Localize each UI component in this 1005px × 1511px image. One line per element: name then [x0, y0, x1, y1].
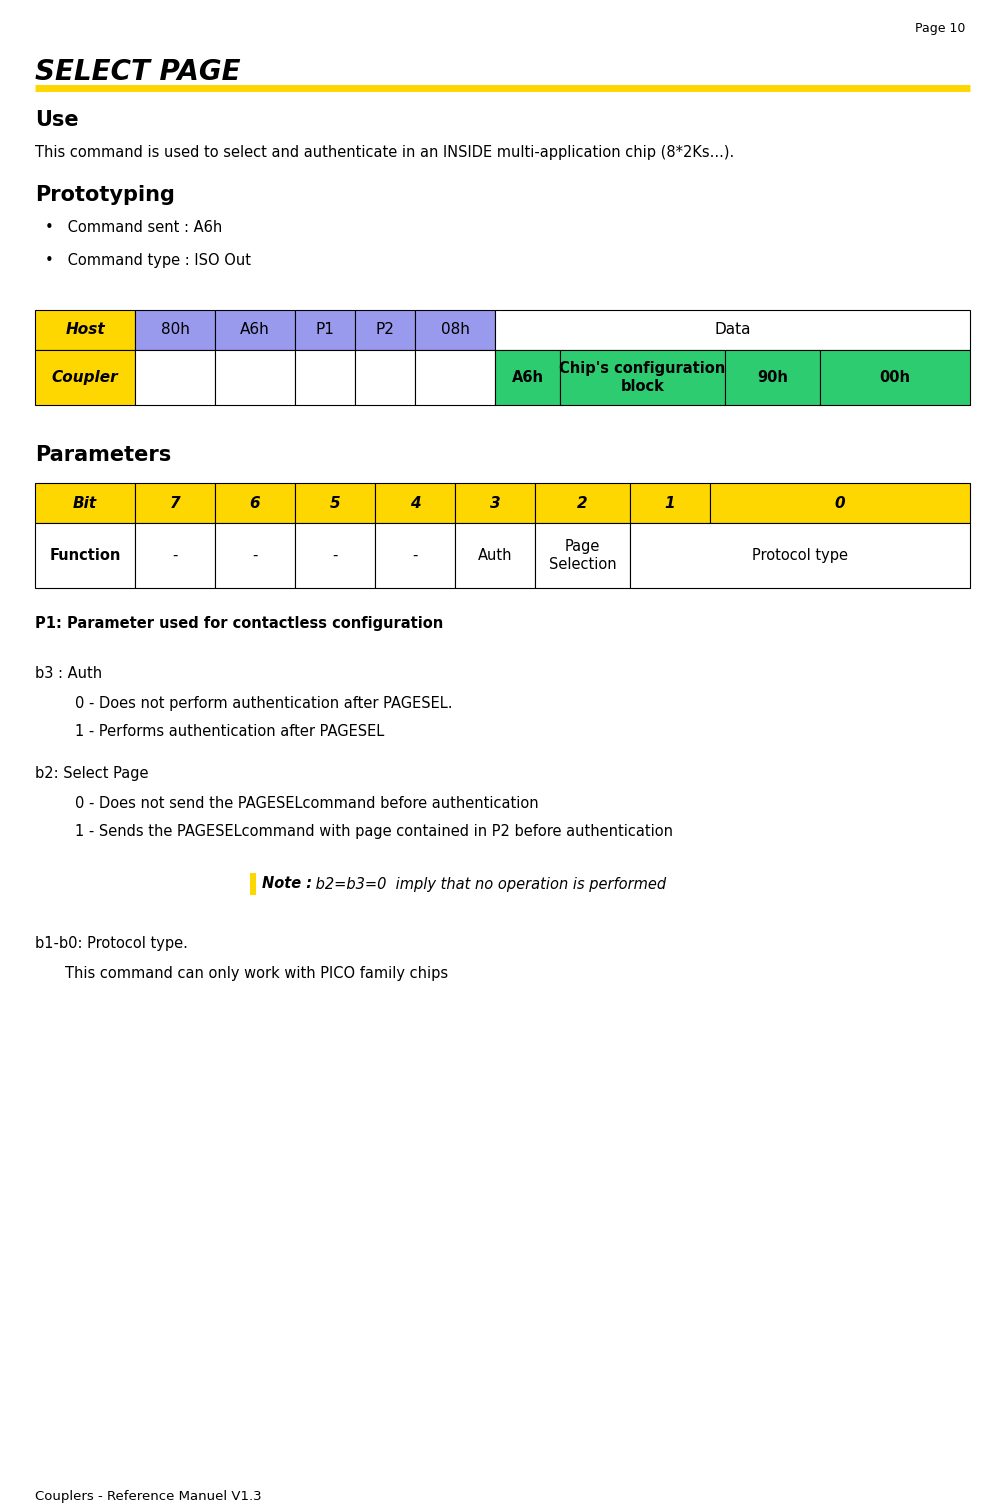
Text: Host: Host: [65, 322, 105, 337]
Bar: [215, 310, 295, 351]
Bar: [535, 484, 630, 523]
Bar: [725, 351, 820, 405]
Text: 1: 1: [664, 496, 675, 511]
Bar: [455, 523, 535, 588]
Text: 0: 0: [835, 496, 845, 511]
Text: 08h: 08h: [440, 322, 469, 337]
Text: This command can only work with PICO family chips: This command can only work with PICO fam…: [65, 966, 448, 981]
Text: 00h: 00h: [879, 370, 911, 385]
Text: b2: Select Page: b2: Select Page: [35, 766, 149, 781]
Bar: [35, 310, 135, 351]
Bar: [355, 351, 415, 405]
Bar: [535, 523, 630, 588]
Text: b3 : Auth: b3 : Auth: [35, 666, 103, 681]
Bar: [135, 351, 215, 405]
Bar: [35, 523, 135, 588]
Text: Prototyping: Prototyping: [35, 184, 175, 205]
Text: 2: 2: [577, 496, 588, 511]
Text: P1: Parameter used for contactless configuration: P1: Parameter used for contactless confi…: [35, 616, 443, 632]
Bar: [295, 310, 355, 351]
Text: 0 - Does not send the PAGESELcommand before authentication: 0 - Does not send the PAGESELcommand bef…: [75, 796, 539, 811]
Bar: [495, 310, 970, 351]
Text: P2: P2: [376, 322, 394, 337]
Bar: [35, 484, 135, 523]
Text: 0 - Does not perform authentication after PAGESEL.: 0 - Does not perform authentication afte…: [75, 697, 452, 712]
Text: -: -: [333, 548, 338, 564]
Bar: [135, 484, 215, 523]
Bar: [295, 351, 355, 405]
Text: •   Command sent : A6h: • Command sent : A6h: [45, 221, 222, 236]
Text: Page 10: Page 10: [915, 23, 965, 35]
Text: Couplers - Reference Manuel V1.3: Couplers - Reference Manuel V1.3: [35, 1490, 261, 1503]
Text: -: -: [412, 548, 418, 564]
Bar: [630, 484, 710, 523]
Text: •   Command type : ISO Out: • Command type : ISO Out: [45, 252, 251, 267]
Text: -: -: [172, 548, 178, 564]
Text: Auth: Auth: [477, 548, 513, 564]
Bar: [710, 484, 970, 523]
Text: 5: 5: [330, 496, 341, 511]
Text: Function: Function: [49, 548, 121, 564]
Bar: [820, 351, 970, 405]
Bar: [215, 484, 295, 523]
Bar: [355, 310, 415, 351]
Bar: [495, 351, 560, 405]
Bar: [215, 351, 295, 405]
Bar: [250, 873, 256, 895]
Bar: [135, 523, 215, 588]
Text: 3: 3: [489, 496, 500, 511]
Text: 80h: 80h: [161, 322, 189, 337]
Text: A6h: A6h: [240, 322, 270, 337]
Text: b2=b3=0  imply that no operation is performed: b2=b3=0 imply that no operation is perfo…: [311, 876, 666, 891]
Bar: [560, 351, 725, 405]
Text: SELECT PAGE: SELECT PAGE: [35, 57, 240, 86]
Bar: [455, 484, 535, 523]
Text: 90h: 90h: [757, 370, 788, 385]
Text: Coupler: Coupler: [51, 370, 119, 385]
Text: 4: 4: [410, 496, 420, 511]
Bar: [295, 484, 375, 523]
Bar: [375, 484, 455, 523]
Text: 7: 7: [170, 496, 180, 511]
Text: 1 - Performs authentication after PAGESEL: 1 - Performs authentication after PAGESE…: [75, 724, 384, 739]
Text: Data: Data: [715, 322, 751, 337]
Text: Bit: Bit: [73, 496, 97, 511]
Bar: [415, 310, 495, 351]
Text: Protocol type: Protocol type: [752, 548, 848, 564]
Text: Use: Use: [35, 110, 78, 130]
Text: b1-b0: Protocol type.: b1-b0: Protocol type.: [35, 935, 188, 950]
Bar: [35, 351, 135, 405]
Text: Parameters: Parameters: [35, 446, 171, 465]
Text: Page
Selection: Page Selection: [549, 539, 616, 571]
Text: -: -: [252, 548, 257, 564]
Bar: [630, 523, 970, 588]
Bar: [375, 523, 455, 588]
Text: This command is used to select and authenticate in an INSIDE multi-application c: This command is used to select and authe…: [35, 145, 735, 160]
Bar: [295, 523, 375, 588]
Text: 1 - Sends the PAGESELcommand with page contained in P2 before authentication: 1 - Sends the PAGESELcommand with page c…: [75, 823, 673, 839]
Bar: [135, 310, 215, 351]
Text: Note :: Note :: [262, 876, 313, 891]
Text: P1: P1: [316, 322, 335, 337]
Bar: [215, 523, 295, 588]
Bar: [415, 351, 495, 405]
Text: 6: 6: [249, 496, 260, 511]
Text: Chip's configuration
block: Chip's configuration block: [560, 361, 726, 394]
Text: A6h: A6h: [512, 370, 544, 385]
